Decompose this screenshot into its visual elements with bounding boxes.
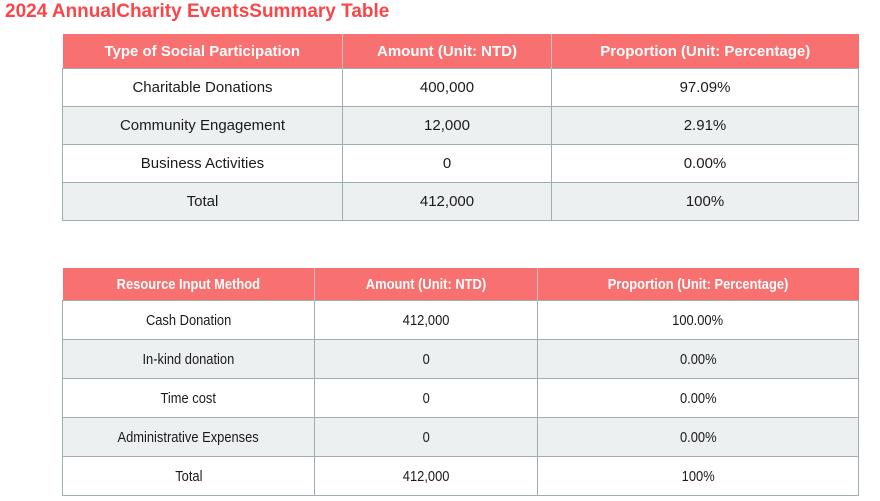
table-cell: Administrative Expenses xyxy=(62,417,315,457)
cell-text: Community Engagement xyxy=(119,117,286,134)
cell-text: 412,000 xyxy=(402,311,450,329)
table-header-row: Type of Social Participation Amount (Uni… xyxy=(62,34,859,69)
cell-text: Total xyxy=(174,467,203,485)
table-cell: 97.09% xyxy=(551,68,859,107)
cell-text: Cash Donation xyxy=(145,311,232,329)
table-cell: Total xyxy=(62,182,343,221)
cell-text: 0 xyxy=(422,389,430,407)
table-row: Cash Donation 412,000 100.00% xyxy=(62,300,859,340)
table-cell: 2.91% xyxy=(551,106,859,145)
table-cell: 412,000 xyxy=(314,456,538,496)
table-cell: Business Activities xyxy=(62,144,343,183)
table-cell: In-kind donation xyxy=(62,339,315,379)
table-cell: Community Engagement xyxy=(62,106,343,145)
cell-text: Total xyxy=(186,193,219,210)
cell-text: 100% xyxy=(685,193,725,210)
table-total-row: Total 412,000 100% xyxy=(62,456,859,496)
table-row: Administrative Expenses 0 0.00% xyxy=(62,417,859,457)
table-cell: 412,000 xyxy=(314,300,538,340)
table-cell: 100% xyxy=(551,182,859,221)
social-participation-table: Type of Social Participation Amount (Uni… xyxy=(62,34,859,221)
cell-text: In-kind donation xyxy=(142,350,235,368)
table-row: Time cost 0 0.00% xyxy=(62,378,859,418)
header-text: Resource Input Method xyxy=(116,275,260,293)
table-cell: 0.00% xyxy=(551,144,859,183)
table-cell: 0 xyxy=(342,144,552,183)
cell-text: 0.00% xyxy=(679,389,717,407)
cell-text: 97.09% xyxy=(679,79,731,96)
page-title: 2024 AnnualCharity EventsSummary Table xyxy=(5,1,390,22)
cell-text: 2.91% xyxy=(683,117,727,134)
table-total-row: Total 412,000 100% xyxy=(62,182,859,221)
table-cell: Charitable Donations xyxy=(62,68,343,107)
table-cell: Time cost xyxy=(62,378,315,418)
cell-text: 0.00% xyxy=(679,428,717,446)
table-cell: 0 xyxy=(314,378,538,418)
header-text: Type of Social Participation xyxy=(104,42,301,60)
header-text: Proportion (Unit: Percentage) xyxy=(607,275,789,293)
header-text: Proportion (Unit: Percentage) xyxy=(600,42,811,60)
cell-text: 412,000 xyxy=(419,193,475,210)
cell-text: Charitable Donations xyxy=(132,79,273,96)
header-text: Amount (Unit: NTD) xyxy=(365,275,487,293)
cell-text: 100.00% xyxy=(672,311,724,329)
table-row: Community Engagement 12,000 2.91% xyxy=(62,106,859,145)
header-resource-input-method: Resource Input Method xyxy=(62,268,315,301)
header-type-of-social-participation: Type of Social Participation xyxy=(62,34,343,69)
table-row: Charitable Donations 400,000 97.09% xyxy=(62,68,859,107)
header-amount-ntd: Amount (Unit: NTD) xyxy=(314,268,538,301)
cell-text: 0 xyxy=(442,155,452,172)
table-cell: 412,000 xyxy=(342,182,552,221)
cell-text: 0 xyxy=(422,350,430,368)
table-row: In-kind donation 0 0.00% xyxy=(62,339,859,379)
cell-text: Administrative Expenses xyxy=(117,428,260,446)
table-header-row: Resource Input Method Amount (Unit: NTD)… xyxy=(62,268,859,301)
table-cell: 0.00% xyxy=(537,339,859,379)
resource-input-table: Resource Input Method Amount (Unit: NTD)… xyxy=(62,268,859,496)
header-amount-ntd: Amount (Unit: NTD) xyxy=(342,34,552,69)
cell-text: Business Activities xyxy=(140,155,265,172)
cell-text: Time cost xyxy=(160,389,217,407)
table-cell: 0.00% xyxy=(537,378,859,418)
table-row: Business Activities 0 0.00% xyxy=(62,144,859,183)
table-cell: Total xyxy=(62,456,315,496)
cell-text: 412,000 xyxy=(402,467,450,485)
cell-text: 400,000 xyxy=(419,79,475,96)
table-cell: 100% xyxy=(537,456,859,496)
header-proportion-percentage: Proportion (Unit: Percentage) xyxy=(537,268,859,301)
header-proportion-percentage: Proportion (Unit: Percentage) xyxy=(551,34,859,69)
table-cell: 100.00% xyxy=(537,300,859,340)
table-cell: 0 xyxy=(314,417,538,457)
table-cell: 0.00% xyxy=(537,417,859,457)
cell-text: 0.00% xyxy=(679,350,717,368)
table-cell: 400,000 xyxy=(342,68,552,107)
header-text: Amount (Unit: NTD) xyxy=(377,42,517,60)
cell-text: 0.00% xyxy=(683,155,727,172)
cell-text: 0 xyxy=(422,428,430,446)
cell-text: 12,000 xyxy=(424,117,470,134)
table-cell: 0 xyxy=(314,339,538,379)
table-cell: Cash Donation xyxy=(62,300,315,340)
cell-text: 100% xyxy=(681,467,715,485)
table-cell: 12,000 xyxy=(342,106,552,145)
